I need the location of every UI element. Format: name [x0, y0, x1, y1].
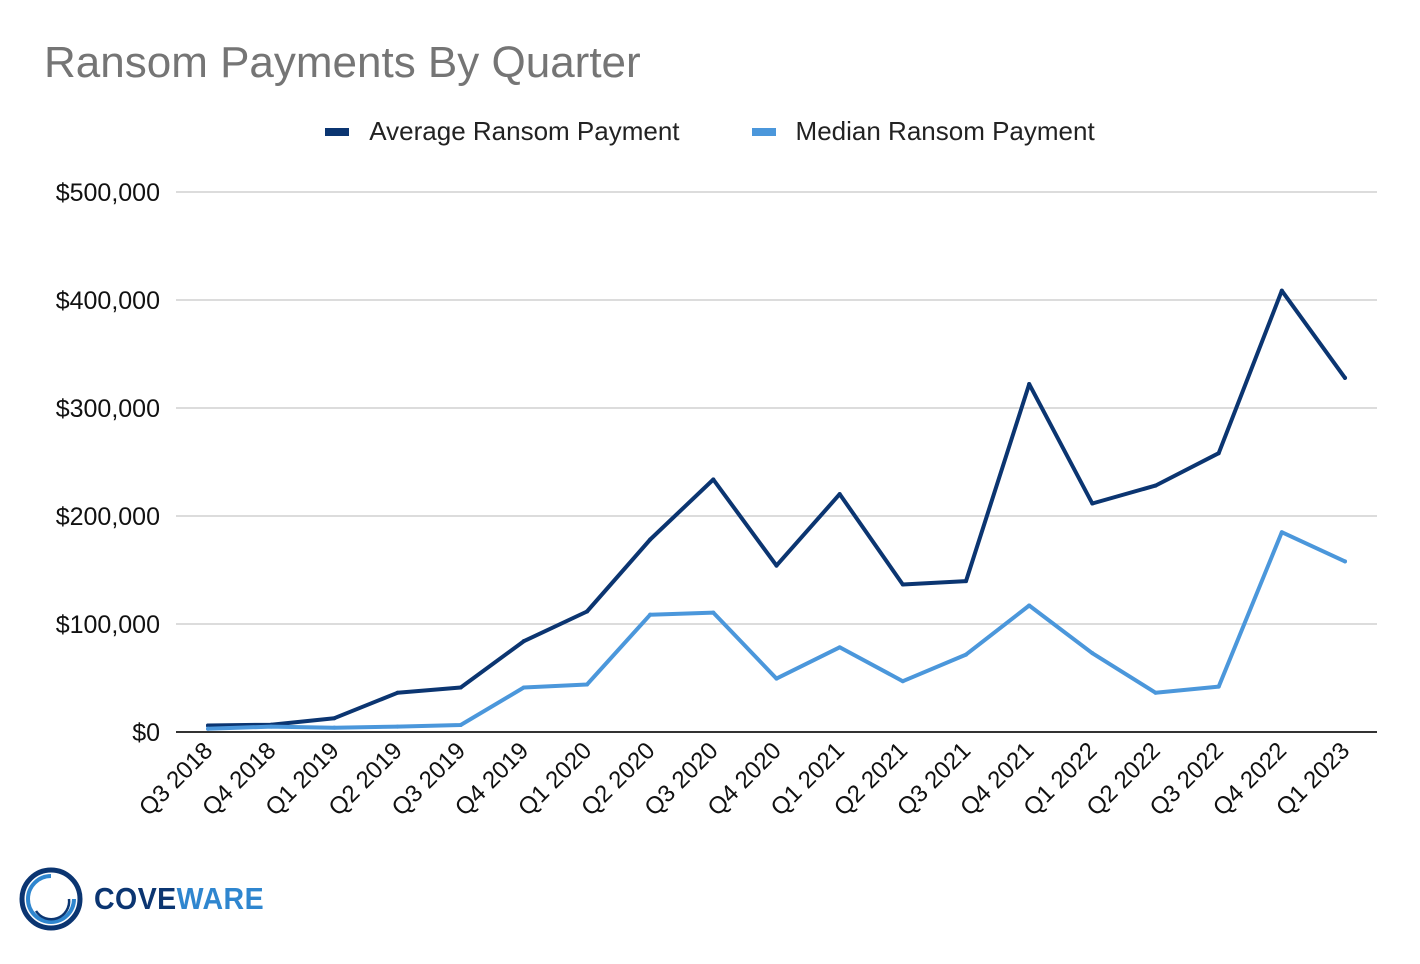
average-data-point [964, 579, 968, 584]
average-data-point [585, 609, 589, 614]
y-tick-label: $400,000 [56, 287, 160, 315]
median-data-point [332, 725, 337, 730]
median-data-point [1090, 651, 1095, 656]
median-data-point [1027, 603, 1032, 608]
average-data-point [1153, 483, 1158, 488]
average-data-point [1216, 451, 1221, 456]
legend-swatch-average [325, 127, 350, 136]
legend-item-average: Average Ransom Payment [325, 116, 680, 147]
average-data-point [206, 723, 210, 728]
y-tick-label: $300,000 [56, 395, 160, 423]
median-data-point [711, 610, 716, 615]
legend-label-median: Median Ransom Payment [795, 116, 1095, 146]
average-data-point [774, 563, 779, 568]
average-data-point [1343, 375, 1347, 380]
chart-title: Ransom Payments By Quarter [44, 38, 641, 87]
average-ransom-line [206, 288, 1347, 728]
average-data-point [837, 492, 842, 497]
average-data-point [458, 685, 463, 690]
median-data-point [1153, 690, 1158, 695]
coveware-logo-wordmark: COVEWARE [94, 881, 265, 916]
median-data-point [900, 679, 905, 684]
y-tick-label: $200,000 [56, 503, 160, 531]
median-data-point [206, 726, 210, 731]
grid-layer [176, 191, 1377, 625]
average-data-point [521, 639, 526, 644]
median-data-point [837, 645, 842, 650]
average-data-point [332, 716, 337, 721]
y-tick-label: $0 [132, 719, 160, 747]
median-data-point [458, 722, 463, 727]
legend: Average Ransom Payment Median Ransom Pay… [0, 116, 1420, 147]
median-data-point [585, 682, 589, 687]
median-data-point [395, 724, 400, 729]
average-data-point [900, 582, 905, 587]
average-data-point [711, 477, 716, 482]
median-data-point [648, 612, 653, 617]
line-chart: $0 $100,000 $200,000 $300,000 $400,000 $500,0… [56, 179, 1377, 821]
median-data-point [269, 724, 274, 729]
legend-swatch-median [751, 127, 776, 136]
average-data-point [1090, 501, 1095, 506]
series-layer [206, 288, 1347, 731]
median-data-point [774, 676, 779, 681]
average-data-point [648, 537, 653, 542]
average-data-point [1279, 288, 1284, 293]
median-data-point [1216, 684, 1221, 689]
legend-label-average: Average Ransom Payment [369, 116, 680, 146]
legend-item-median: Median Ransom Payment [751, 116, 1095, 147]
y-tick-label: $100,000 [56, 611, 160, 639]
coveware-logo: COVEWARE [18, 866, 279, 932]
median-data-point [1343, 559, 1347, 564]
coveware-logo-icon [19, 867, 83, 931]
median-data-point [1279, 530, 1284, 535]
average-data-point [1027, 382, 1032, 387]
median-data-point [964, 652, 968, 657]
median-data-point [521, 685, 526, 690]
y-tick-label: $500,000 [56, 179, 160, 207]
average-data-point [395, 690, 400, 695]
